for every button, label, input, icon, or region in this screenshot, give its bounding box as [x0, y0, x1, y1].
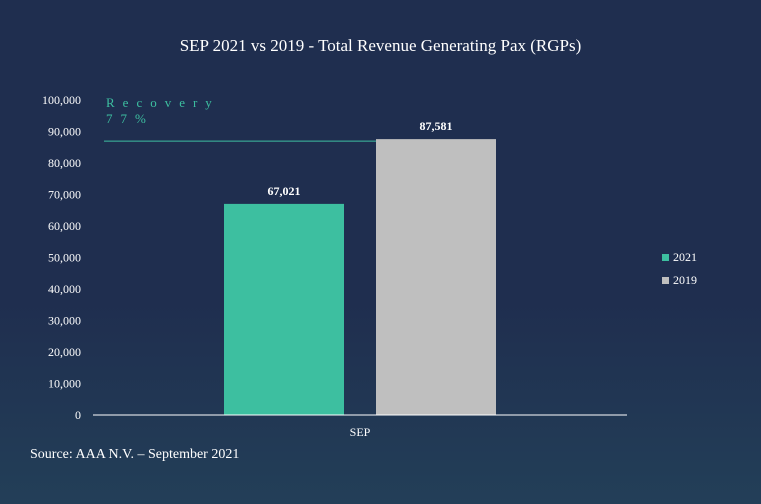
bars: 67,021 87,581	[224, 119, 496, 415]
bar-2019	[376, 139, 496, 415]
recovery-value: 77%	[106, 111, 154, 126]
bar-2021	[224, 203, 344, 415]
data-label-2021: 67,021	[268, 184, 301, 198]
y-tick-label: 50,000	[48, 251, 81, 265]
legend-swatch-2019	[662, 277, 669, 284]
chart-title: SEP 2021 vs 2019 - Total Revenue Generat…	[179, 36, 582, 55]
y-tick-label: 80,000	[48, 156, 81, 170]
x-axis: SEP	[350, 425, 371, 439]
y-tick-label: 0	[75, 408, 81, 422]
y-tick-label: 10,000	[48, 377, 81, 391]
legend: 2021 2019	[662, 250, 697, 287]
y-tick-label: 100,000	[42, 93, 81, 107]
y-tick-label: 30,000	[48, 314, 81, 328]
data-label-2019: 87,581	[420, 119, 453, 133]
y-axis: 0 10,000 20,000 30,000 40,000 50,000 60,000 70,…	[42, 93, 81, 422]
y-tick-label: 90,000	[48, 125, 81, 139]
y-tick-label: 20,000	[48, 345, 81, 359]
recovery-label: Recovery	[106, 95, 220, 110]
y-tick-label: 60,000	[48, 219, 81, 233]
y-tick-label: 70,000	[48, 188, 81, 202]
y-tick-label: 40,000	[48, 282, 81, 296]
recovery-annotation: Recovery 77%	[106, 95, 220, 127]
source-note: Source: AAA N.V. – September 2021	[30, 447, 240, 462]
x-tick-label: SEP	[350, 425, 371, 439]
legend-swatch-2021	[662, 254, 669, 261]
legend-label-2019: 2019	[673, 273, 697, 287]
legend-label-2021: 2021	[673, 250, 697, 264]
